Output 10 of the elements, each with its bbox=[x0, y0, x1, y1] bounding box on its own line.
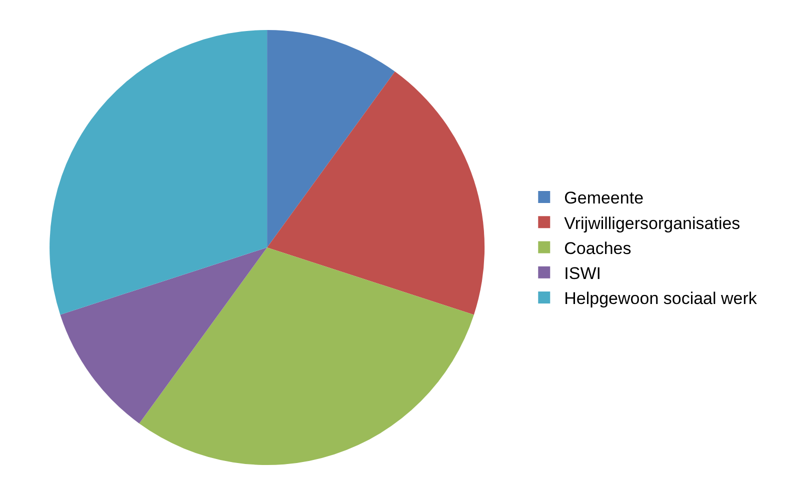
legend-label: ISWI bbox=[564, 264, 601, 283]
pie-slice bbox=[267, 30, 395, 248]
pie-slice bbox=[50, 30, 268, 315]
pie-slice bbox=[60, 248, 268, 424]
legend-label: Gemeente bbox=[564, 188, 644, 208]
pie-slice bbox=[267, 72, 484, 315]
pie-slice bbox=[139, 248, 474, 465]
legend-label: Coaches bbox=[564, 238, 632, 258]
legend-label: Vrijwilligersorganisaties bbox=[564, 214, 740, 233]
legend-label: Helpgewoon sociaal werk bbox=[564, 289, 758, 308]
